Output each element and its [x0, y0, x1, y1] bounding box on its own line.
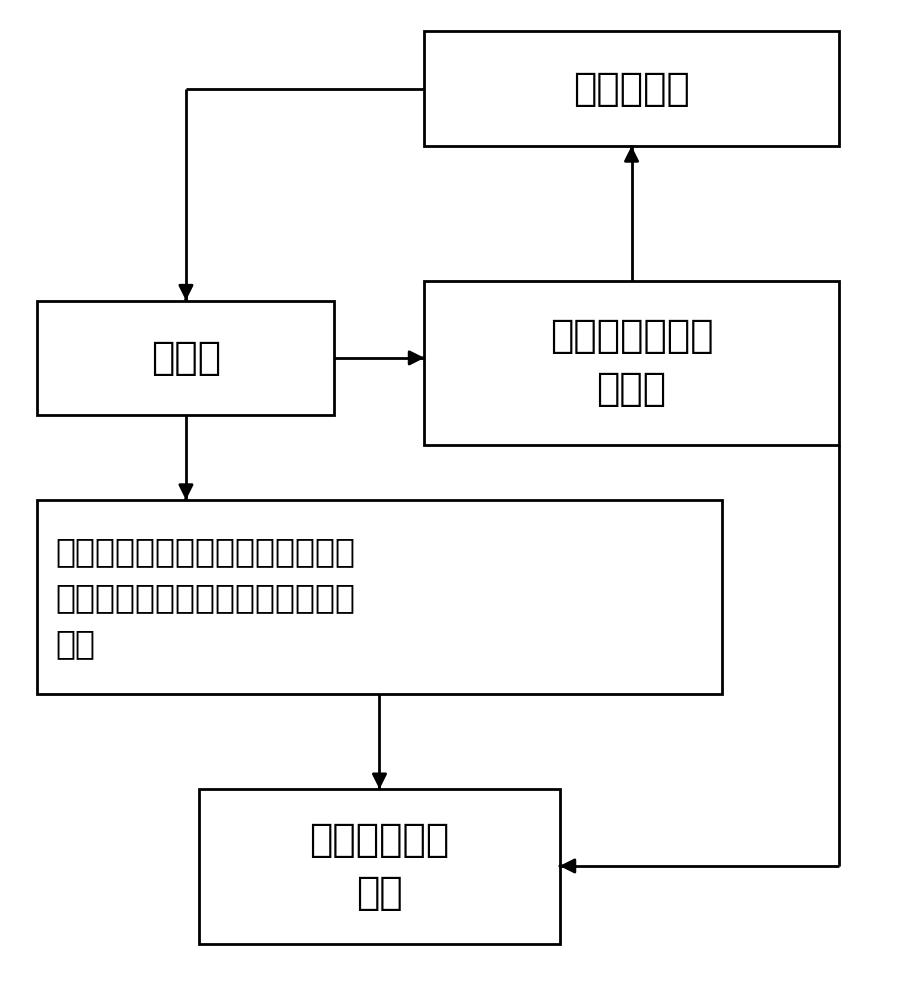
Text: 电弧熔积金属形
成焊层: 电弧熔积金属形 成焊层 — [549, 317, 713, 408]
Text: 控制器: 控制器 — [151, 339, 221, 377]
Bar — [424, 31, 838, 146]
Text: 温度传感器: 温度传感器 — [573, 70, 689, 108]
Bar — [199, 789, 559, 944]
Text: 激光发生器对处于易塑性形变温度
的电弧熔积金属区域进行同步冲击
锻打: 激光发生器对处于易塑性形变温度 的电弧熔积金属区域进行同步冲击 锻打 — [55, 535, 355, 660]
Text: 焊层堆叠形成
零件: 焊层堆叠形成 零件 — [309, 821, 449, 912]
Bar — [424, 281, 838, 445]
Bar — [37, 500, 721, 694]
Bar — [37, 301, 334, 415]
